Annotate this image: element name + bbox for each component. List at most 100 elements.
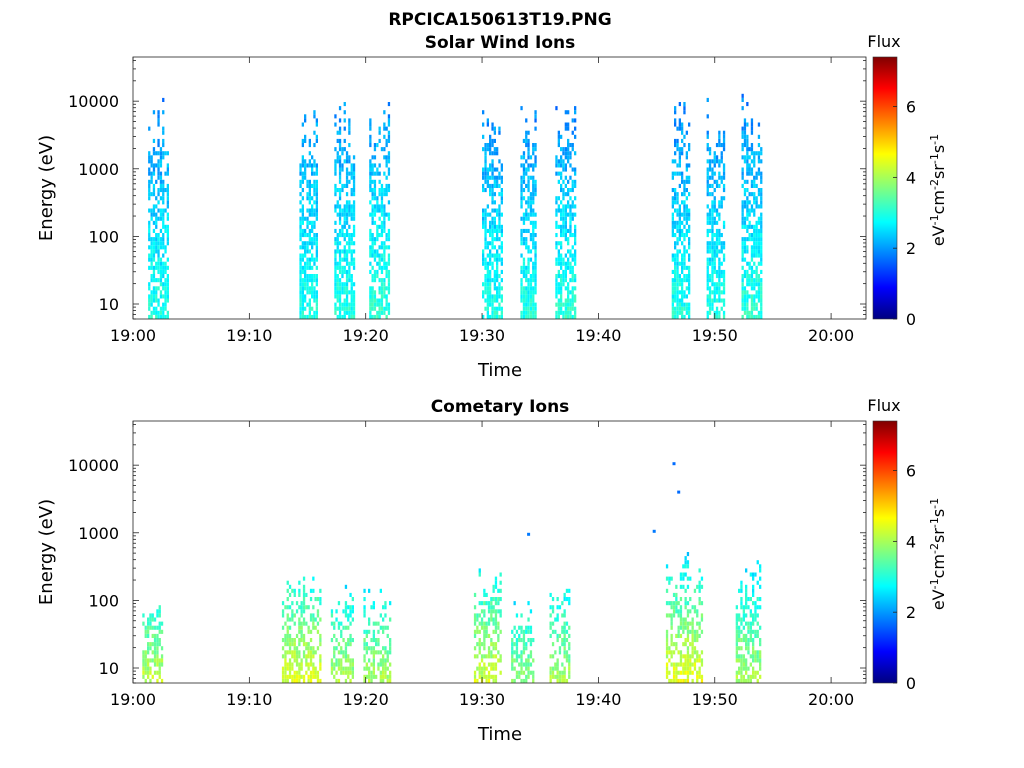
spectrogram-cell (569, 314, 572, 319)
spectrogram-cell (557, 249, 560, 254)
spectrogram-cell (527, 666, 530, 671)
spectrogram-cell (683, 179, 686, 184)
spectrogram-cell (313, 163, 316, 168)
spectrogram-cell (319, 601, 322, 606)
spectrogram-cell (742, 678, 745, 683)
spectrogram-cell (352, 155, 356, 160)
spectrogram-cell (385, 155, 388, 160)
spectrogram-cell (300, 609, 303, 614)
spectrogram-cell (511, 678, 514, 683)
spectrogram-cell (555, 159, 558, 164)
spectrogram-cell (489, 143, 492, 148)
spectrogram-cell (343, 147, 346, 152)
spectrogram-cell (288, 666, 292, 671)
spectrogram-cell (489, 278, 492, 283)
spectrogram-cell (336, 278, 339, 283)
spectrogram-cell (484, 159, 487, 164)
spectrogram-cell (384, 601, 387, 606)
spectrogram-cell (166, 265, 169, 270)
spectrogram-cell (492, 666, 495, 671)
spectrogram-cell (486, 302, 489, 307)
spectrogram-cell (333, 625, 336, 630)
spectrogram-cell (722, 138, 726, 143)
spectrogram-cell (688, 228, 691, 233)
spectrogram-cell (574, 253, 577, 258)
spectrogram-cell (341, 147, 344, 152)
spectrogram-cell (686, 638, 690, 643)
spectrogram-cell (757, 228, 761, 233)
spectrogram-cell (682, 617, 685, 622)
spectrogram-cell (314, 666, 317, 671)
spectrogram-cell (159, 314, 163, 319)
spectrogram-cell (757, 233, 761, 238)
spectrogram-cell (676, 196, 679, 201)
spectrogram-cell (301, 196, 304, 201)
spectrogram-cell (373, 290, 377, 295)
spectrogram-cell (380, 294, 384, 299)
spectrogram-cell (379, 662, 382, 667)
spectrogram-cell (345, 261, 349, 266)
spectrogram-cell (491, 196, 494, 201)
spectrogram-cell (497, 625, 500, 630)
spectrogram-cell (373, 278, 377, 283)
spectrogram-cell (155, 241, 158, 246)
spectrogram-cell (722, 286, 726, 291)
spectrogram-cell (385, 302, 388, 307)
spectrogram-cell (675, 633, 678, 638)
spectrogram-cell (334, 171, 337, 176)
spectrogram-cell (742, 662, 745, 667)
spectrogram-cell (527, 282, 530, 287)
spectrogram-cell (162, 314, 165, 319)
colorbar-tick-label: 2 (906, 239, 916, 258)
spectrogram-cell (291, 654, 294, 659)
spectrogram-cell (152, 306, 156, 311)
spectrogram-cell (760, 179, 763, 184)
colorbar-tick-label: 0 (906, 310, 916, 329)
spectrogram-cell (527, 670, 530, 675)
spectrogram-cell (348, 249, 351, 254)
spectrogram-cell (498, 192, 501, 197)
spectrogram-cell (711, 282, 714, 287)
spectrogram-cell (760, 216, 763, 221)
spectrogram-cell (756, 597, 759, 602)
spectrogram-cell (166, 151, 169, 156)
spectrogram-cell (368, 646, 371, 651)
spectrogram-cell (525, 646, 528, 651)
spectrogram-cell (159, 216, 163, 221)
spectrogram-cell (373, 147, 377, 152)
spectrogram-cell (564, 278, 567, 283)
spectrogram-cell (314, 617, 317, 622)
spectrogram-cell (157, 249, 160, 254)
panel-title-cometary: Cometary Ions (431, 397, 570, 417)
spectrogram-cell (757, 261, 761, 266)
spectrogram-cell (718, 228, 721, 233)
spectrogram-cell (352, 302, 356, 307)
spectrogram-cell (288, 638, 292, 643)
spectrogram-cell (369, 290, 372, 295)
spectrogram-cell (380, 188, 384, 193)
spectrogram-cell (755, 249, 758, 254)
spectrogram-cell (302, 678, 306, 683)
spectrogram-cell (676, 286, 679, 291)
spectrogram-cell (718, 200, 721, 205)
spectrogram-cell (722, 167, 726, 172)
spectrogram-cell (551, 654, 555, 659)
spectrogram-cell (676, 269, 679, 274)
spectrogram-cell (520, 269, 523, 274)
spectrogram-cell (563, 621, 566, 626)
spectrogram-cell (302, 621, 306, 626)
spectrogram-cell (715, 282, 719, 287)
spectrogram-cell (750, 286, 754, 291)
spectrogram-cell (157, 278, 160, 283)
spectrogram-cell (534, 286, 537, 291)
spectrogram-cell (745, 638, 748, 643)
spectrogram-cell (293, 621, 296, 626)
spectrogram-cell (372, 633, 375, 638)
spectrogram-cell (525, 143, 528, 148)
spectrogram-cell (349, 592, 352, 597)
spectrogram-cell (486, 167, 489, 172)
spectrogram-cell (334, 282, 337, 287)
spectrogram-cell (298, 678, 301, 683)
spectrogram-cell (316, 609, 320, 614)
spectrogram-cell (371, 155, 374, 160)
